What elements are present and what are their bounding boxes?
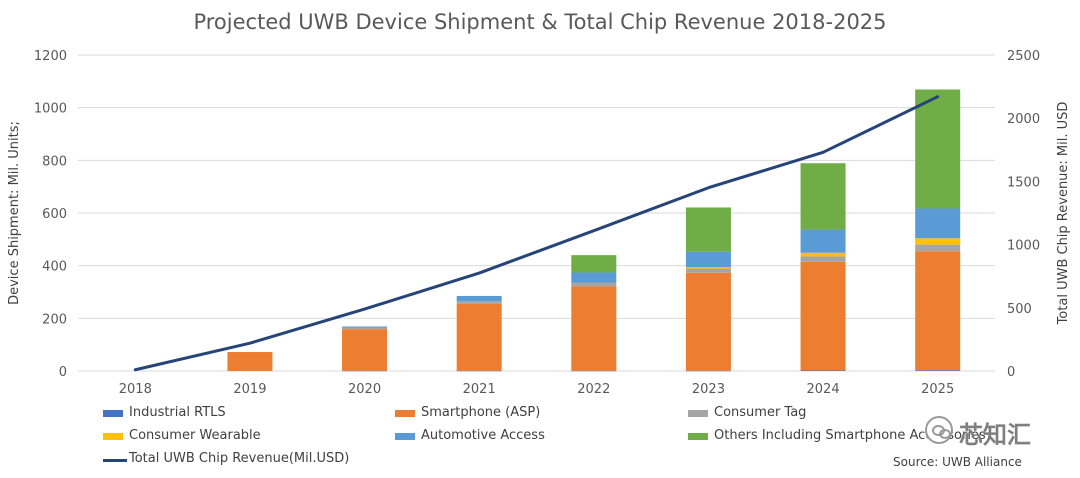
- wechat-icon: [925, 416, 953, 444]
- watermark-text: 芯知汇: [959, 421, 1031, 449]
- y2-tick-label: 1000: [1007, 239, 1040, 254]
- bar-segment: [571, 255, 617, 273]
- x-tick-label: 2023: [692, 382, 725, 397]
- x-tick-label: 2025: [921, 382, 954, 397]
- y2-tick-label: 1500: [1007, 175, 1040, 190]
- x-tick-label: 2019: [233, 382, 266, 397]
- source-note: Source: UWB Alliance: [893, 455, 1022, 469]
- legend-label: Automotive Access: [421, 428, 545, 443]
- bar-segment: [915, 208, 961, 239]
- bar-segment: [227, 352, 273, 371]
- x-tick-label: 2020: [348, 382, 381, 397]
- bar-segment: [915, 251, 961, 371]
- chart-title: Projected UWB Device Shipment & Total Ch…: [193, 10, 887, 34]
- legend-line-swatch: [103, 459, 127, 462]
- bar-segment: [915, 238, 961, 245]
- bar-segment: [800, 256, 846, 262]
- bar-segment: [342, 327, 388, 330]
- legend-label: Industrial RTLS: [129, 405, 226, 420]
- bar-segment: [800, 163, 846, 230]
- legend-swatch: [103, 433, 123, 440]
- bar-segment: [342, 370, 388, 372]
- bar-segment: [685, 272, 731, 371]
- y-tick-label: 200: [42, 312, 67, 327]
- legend-label: Consumer Tag: [714, 405, 807, 420]
- legend-label: Smartphone (ASP): [421, 405, 541, 420]
- watermark: 芯知汇: [925, 414, 1045, 449]
- bar-segment: [456, 295, 502, 302]
- x-tick-label: 2022: [577, 382, 610, 397]
- bar-segment: [685, 370, 731, 372]
- x-tick-label: 2021: [463, 382, 496, 397]
- legend-swatch: [103, 410, 123, 417]
- bar-segment: [685, 251, 731, 267]
- bar-segment: [456, 303, 502, 371]
- bar-segment: [800, 229, 846, 253]
- bar-segment: [915, 244, 961, 252]
- bar-segment: [456, 301, 502, 304]
- bar-segment: [685, 266, 731, 269]
- y-tick-label: 1200: [34, 49, 67, 64]
- legend-swatch: [688, 433, 708, 440]
- bar-segment: [571, 286, 617, 371]
- bar-segment: [571, 370, 617, 372]
- legend-label: Total UWB Chip Revenue(Mil.USD): [129, 451, 350, 466]
- legend-label: Consumer Wearable: [129, 428, 261, 443]
- y-axis-label: Device Shipment: Mil. Units;: [7, 121, 22, 305]
- bar-segment: [915, 89, 961, 209]
- y-tick-label: 800: [42, 154, 67, 169]
- bar-segment: [342, 326, 388, 328]
- x-tick-label: 2018: [119, 382, 152, 397]
- y2-tick-label: 2500: [1007, 49, 1040, 64]
- legend-label: Others Including Smartphone Accessories: [714, 428, 986, 443]
- y-tick-label: 1000: [34, 102, 67, 117]
- bar-segment: [800, 261, 846, 371]
- legend-swatch: [395, 433, 415, 440]
- legend-swatch: [395, 410, 415, 417]
- legend-swatch: [688, 410, 708, 417]
- bar-segment: [800, 252, 846, 257]
- bar-segment: [685, 268, 731, 273]
- bar-segment: [685, 207, 731, 252]
- y-tick-label: 400: [42, 260, 67, 275]
- revenue-line: [133, 95, 940, 372]
- y2-tick-label: 2000: [1007, 112, 1040, 127]
- bar-segment: [342, 329, 388, 371]
- bar-segment: [800, 370, 846, 371]
- x-tick-label: 2024: [807, 382, 840, 397]
- y-tick-label: 600: [42, 207, 67, 222]
- y2-axis-label: Total UWB Chip Revenue: Mil. USD: [1056, 102, 1071, 326]
- bar-segment: [915, 370, 961, 371]
- bar-segment: [571, 282, 617, 287]
- bar-segment: [571, 272, 617, 283]
- y2-tick-label: 0: [1007, 365, 1015, 380]
- y2-tick-label: 500: [1007, 302, 1032, 317]
- y-tick-label: 0: [59, 365, 67, 380]
- bar-segment: [456, 370, 502, 372]
